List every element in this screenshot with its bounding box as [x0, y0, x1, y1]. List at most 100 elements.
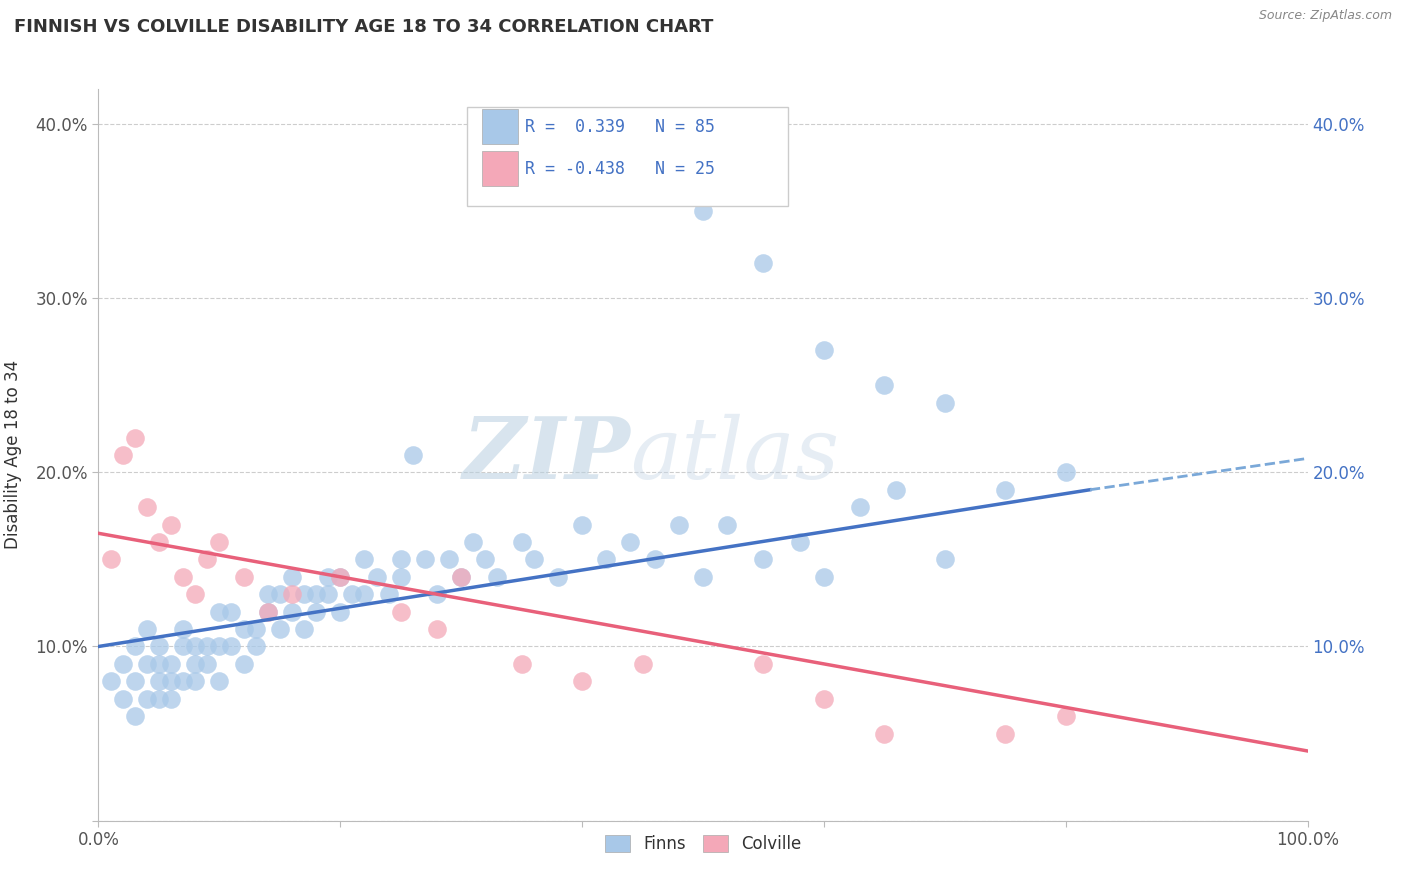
Point	[994, 726, 1017, 740]
Point	[994, 483, 1017, 497]
Point	[100, 674, 122, 689]
Point	[124, 709, 146, 723]
Point	[510, 657, 533, 671]
Point	[426, 587, 449, 601]
Point	[595, 552, 617, 566]
FancyBboxPatch shape	[482, 109, 517, 144]
Point	[486, 570, 509, 584]
Point	[316, 570, 339, 584]
Point	[172, 640, 194, 654]
Point	[160, 657, 183, 671]
Point	[292, 587, 315, 601]
Point	[849, 500, 872, 515]
Legend: Finns, Colville: Finns, Colville	[598, 829, 808, 860]
Point	[111, 448, 134, 462]
Point	[1054, 466, 1077, 480]
Point	[135, 657, 157, 671]
Point	[450, 570, 472, 584]
Point	[195, 657, 218, 671]
Point	[111, 691, 134, 706]
Point	[437, 552, 460, 566]
Point	[172, 622, 194, 636]
Point	[208, 640, 231, 654]
Point	[111, 657, 134, 671]
Point	[148, 674, 170, 689]
Point	[1054, 709, 1077, 723]
Point	[281, 605, 304, 619]
Point	[195, 552, 218, 566]
Point	[523, 552, 546, 566]
Point	[232, 657, 254, 671]
Point	[413, 552, 436, 566]
Point	[124, 430, 146, 444]
Text: Source: ZipAtlas.com: Source: ZipAtlas.com	[1258, 9, 1392, 22]
Point	[184, 640, 207, 654]
Point	[366, 570, 388, 584]
Point	[571, 674, 593, 689]
Point	[245, 622, 267, 636]
Point	[402, 448, 425, 462]
Point	[510, 535, 533, 549]
Text: FINNISH VS COLVILLE DISABILITY AGE 18 TO 34 CORRELATION CHART: FINNISH VS COLVILLE DISABILITY AGE 18 TO…	[14, 18, 713, 36]
Point	[281, 587, 304, 601]
Point	[269, 622, 291, 636]
Point	[752, 657, 775, 671]
FancyBboxPatch shape	[467, 108, 787, 206]
Point	[426, 622, 449, 636]
Point	[342, 587, 364, 601]
Point	[148, 640, 170, 654]
Point	[389, 570, 412, 584]
Point	[232, 570, 254, 584]
Point	[160, 691, 183, 706]
Point	[184, 657, 207, 671]
Point	[208, 674, 231, 689]
Point	[450, 570, 472, 584]
Point	[789, 535, 811, 549]
Point	[221, 640, 243, 654]
Point	[281, 570, 304, 584]
Point	[716, 517, 738, 532]
Point	[305, 587, 328, 601]
Point	[692, 570, 714, 584]
Text: ZIP: ZIP	[463, 413, 630, 497]
Point	[692, 204, 714, 219]
Point	[232, 622, 254, 636]
Point	[316, 587, 339, 601]
Point	[813, 570, 835, 584]
Point	[619, 535, 641, 549]
Point	[644, 552, 666, 566]
Point	[813, 343, 835, 358]
Point	[256, 587, 278, 601]
Point	[292, 622, 315, 636]
Point	[148, 657, 170, 671]
Point	[873, 378, 896, 392]
Point	[269, 587, 291, 601]
Point	[873, 726, 896, 740]
Point	[668, 517, 690, 532]
Point	[256, 605, 278, 619]
Point	[208, 535, 231, 549]
Point	[172, 674, 194, 689]
Point	[377, 587, 399, 601]
Point	[547, 570, 569, 584]
Point	[752, 552, 775, 566]
Point	[221, 605, 243, 619]
Point	[124, 640, 146, 654]
Point	[934, 395, 956, 409]
Point	[135, 622, 157, 636]
Point	[135, 691, 157, 706]
Point	[160, 674, 183, 689]
Point	[100, 552, 122, 566]
Point	[886, 483, 908, 497]
Point	[195, 640, 218, 654]
Text: R = -0.438   N = 25: R = -0.438 N = 25	[526, 160, 716, 178]
Point	[245, 640, 267, 654]
Y-axis label: Disability Age 18 to 34: Disability Age 18 to 34	[4, 360, 21, 549]
Point	[329, 605, 352, 619]
Point	[389, 605, 412, 619]
Point	[631, 657, 654, 671]
Point	[172, 570, 194, 584]
Point	[934, 552, 956, 566]
Point	[353, 552, 375, 566]
Point	[474, 552, 496, 566]
